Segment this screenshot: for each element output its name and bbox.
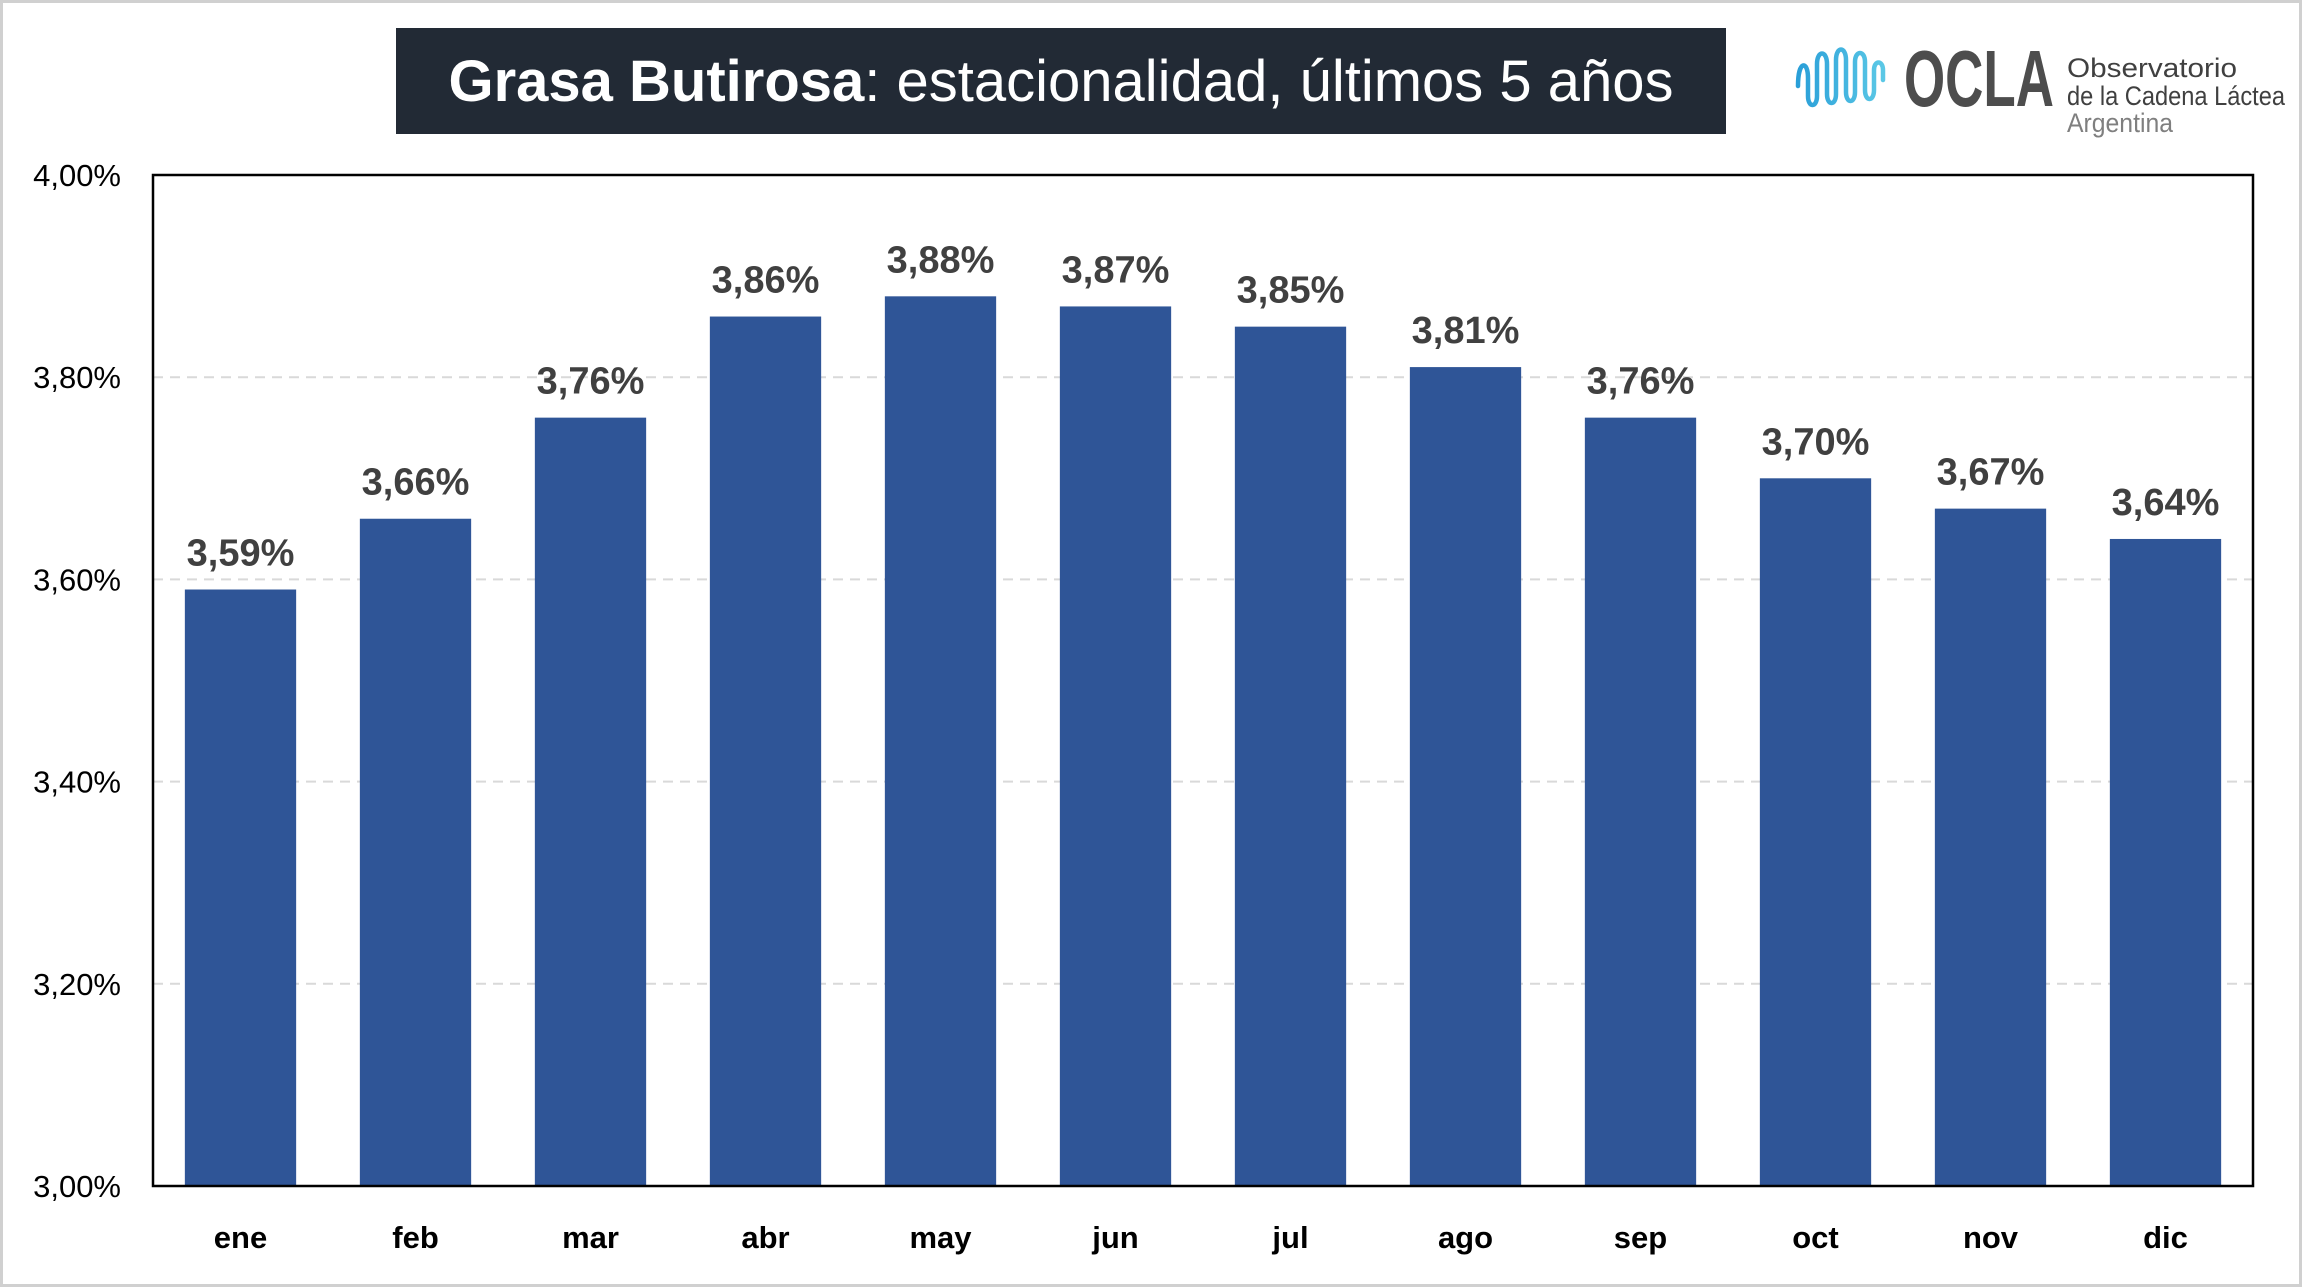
- data-label: 3,76%: [537, 361, 645, 403]
- data-labels: 3,59% 3,66% 3,76% 3,86% 3,88% 3,87% 3,85% 3,81%…: [187, 239, 2220, 574]
- chart-title-rest: : estacionalidad, últimos 5 años: [864, 48, 1674, 114]
- y-tick-label: 3,80%: [33, 360, 121, 395]
- x-tick-label: jul: [1271, 1220, 1308, 1255]
- y-tick-label: 3,20%: [33, 967, 121, 1002]
- data-label: 3,85%: [1237, 270, 1345, 312]
- bar: [1234, 326, 1347, 1186]
- chart-title-bold: Grasa Butirosa: [448, 48, 865, 114]
- y-tick-label: 3,00%: [33, 1169, 121, 1204]
- data-label: 3,59%: [187, 533, 295, 575]
- x-tick-label: ene: [214, 1220, 267, 1255]
- data-label: 3,86%: [712, 260, 820, 302]
- logo-line-1: Observatorio: [2067, 53, 2237, 83]
- y-tick-label: 4,00%: [33, 158, 121, 193]
- y-tick-label: 3,60%: [33, 562, 121, 597]
- x-tick-label: sep: [1614, 1220, 1667, 1255]
- bar: [1759, 478, 1872, 1186]
- bar: [534, 417, 647, 1186]
- logo-brand-text: OCLA: [1904, 40, 2054, 123]
- x-tick-label: mar: [562, 1220, 619, 1255]
- bar: [1059, 306, 1172, 1186]
- logo-line-3: Argentina: [2067, 108, 2174, 138]
- bar: [359, 518, 472, 1186]
- wave-logo-icon: [1795, 47, 1886, 108]
- x-tick-label: ago: [1438, 1220, 1493, 1255]
- x-tick-label: jun: [1091, 1220, 1139, 1255]
- x-tick-label: abr: [741, 1220, 789, 1255]
- ocla-logo: OCLA Observatorio de la Cadena Láctea Ar…: [1795, 40, 2286, 138]
- data-label: 3,76%: [1587, 361, 1695, 403]
- gridlines: [153, 376, 2253, 985]
- x-axis-tick-labels: ene feb mar abr may jun jul ago sep oct nov dic: [214, 1220, 2188, 1255]
- chart-title: Grasa Butirosa: estacionalidad, últimos …: [396, 28, 1726, 134]
- x-tick-label: oct: [1792, 1220, 1839, 1255]
- x-tick-label: nov: [1963, 1220, 2019, 1255]
- bar: [2109, 538, 2222, 1186]
- data-label: 3,81%: [1412, 310, 1520, 352]
- x-tick-label: feb: [392, 1220, 439, 1255]
- bar: [709, 316, 822, 1186]
- data-label: 3,70%: [1762, 421, 1870, 463]
- x-tick-label: may: [909, 1220, 972, 1255]
- data-label: 3,66%: [362, 462, 470, 504]
- data-label: 3,64%: [2112, 482, 2220, 524]
- data-label: 3,87%: [1062, 249, 1170, 291]
- x-tick-label: dic: [2143, 1220, 2188, 1255]
- y-tick-label: 3,40%: [33, 765, 121, 800]
- data-label: 3,88%: [887, 239, 995, 281]
- bar: [1934, 508, 2047, 1186]
- plot-area-border: [151, 173, 2255, 1188]
- bar: [1409, 367, 1522, 1187]
- data-label: 3,67%: [1937, 452, 2045, 494]
- bar: [1584, 417, 1697, 1186]
- bar: [884, 296, 997, 1186]
- y-axis-tick-labels: 3,00% 3,20% 3,40% 3,60% 3,80% 4,00%: [33, 158, 121, 1204]
- bars: [184, 296, 2222, 1187]
- logo-line-2: de la Cadena Láctea: [2067, 81, 2286, 111]
- bar: [184, 589, 297, 1186]
